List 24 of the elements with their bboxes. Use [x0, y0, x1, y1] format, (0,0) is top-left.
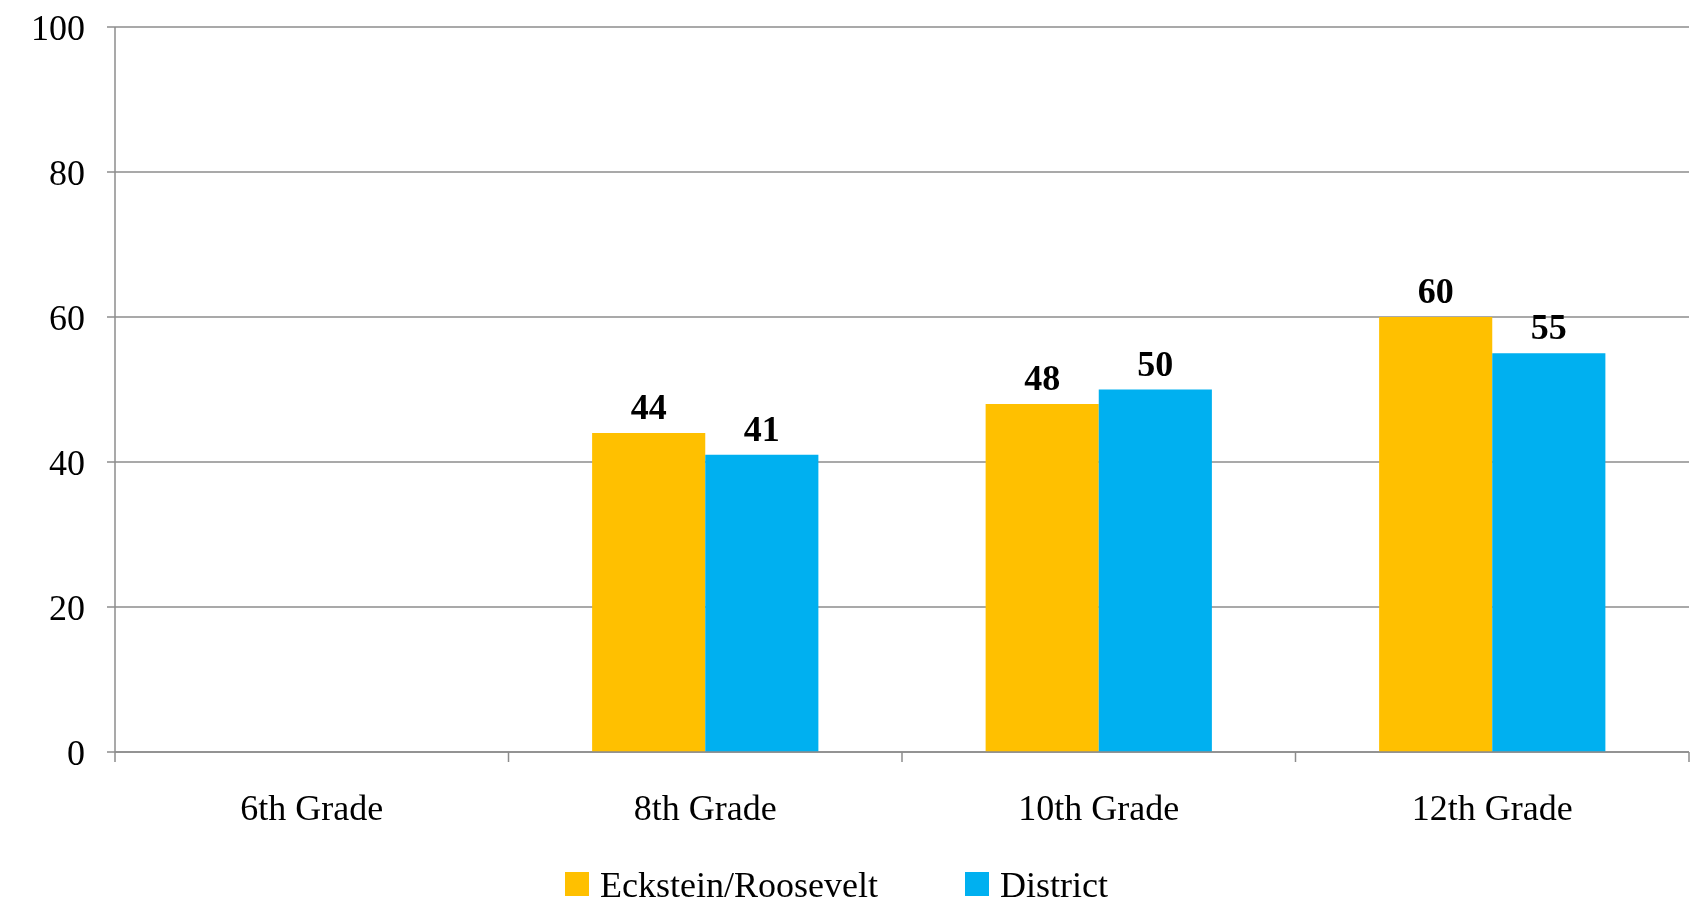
data-label: 60 [1417, 271, 1454, 311]
x-tick-label: 8th Grade [633, 787, 777, 828]
bar [1098, 389, 1212, 752]
x-tick-label: 10th Grade [1018, 787, 1180, 828]
legend-label: District [1000, 864, 1108, 902]
x-tick-label: 12th Grade [1411, 787, 1573, 828]
y-tick-label: 40 [49, 442, 85, 483]
y-tick-label: 60 [49, 297, 85, 338]
data-label: 41 [743, 408, 780, 449]
data-label: 55 [1530, 307, 1567, 348]
y-tick-label: 100 [31, 7, 85, 48]
y-tick-label: 0 [67, 732, 85, 773]
bar [1379, 317, 1493, 752]
bar [985, 404, 1099, 752]
bar [705, 454, 819, 752]
y-tick-label: 80 [49, 152, 85, 193]
legend-label: Eckstein/Roosevelt [600, 864, 878, 902]
bar [592, 433, 706, 752]
bar [1492, 353, 1606, 752]
data-label: 50 [1137, 343, 1174, 384]
data-label: 48 [1024, 358, 1061, 398]
data-label: 44 [630, 387, 667, 427]
x-tick-label: 6th Grade [240, 787, 384, 828]
y-tick-label: 20 [49, 587, 85, 628]
